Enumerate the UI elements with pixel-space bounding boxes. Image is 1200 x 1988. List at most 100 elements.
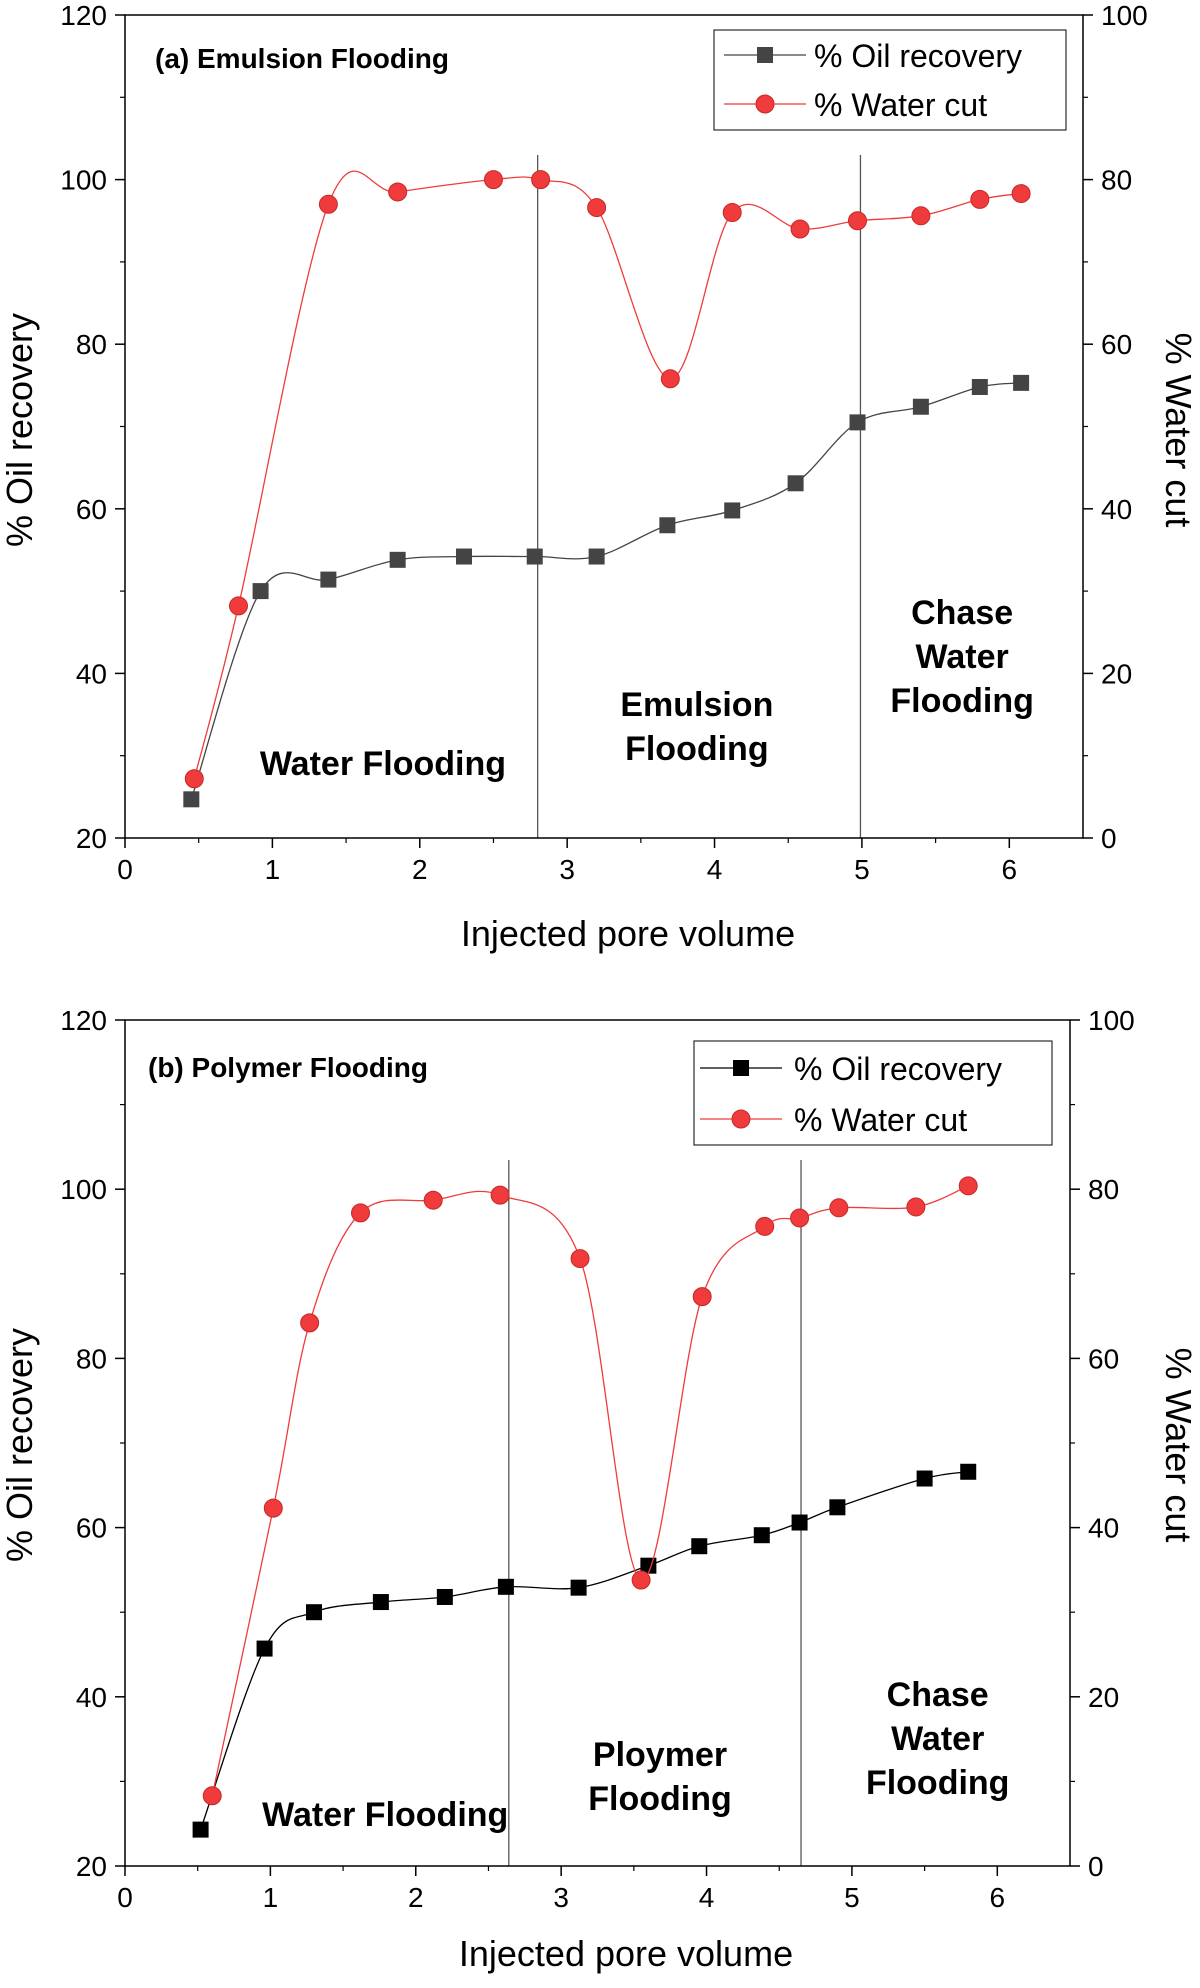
x-tick-label: 0	[117, 1882, 133, 1913]
x-axis-label: Injected pore volume	[461, 913, 795, 954]
water-cut-point	[228, 596, 248, 616]
water-cut-point	[660, 369, 680, 389]
water-cut-point	[587, 198, 607, 218]
water-cut-point	[722, 203, 742, 223]
water-cut-point	[263, 1498, 283, 1518]
stage-label-water: Water Flooding	[262, 1796, 508, 1834]
water-cut-point	[388, 182, 408, 202]
water-cut-point	[531, 170, 551, 190]
oil-recovery-point	[192, 1821, 209, 1838]
y2-axis-label: % Water cut	[1158, 1348, 1199, 1543]
water-cut-point	[318, 194, 338, 214]
oil-recovery-point	[455, 548, 472, 565]
oil-recovery-point	[916, 1470, 933, 1487]
legend: % Oil recovery % Water cut	[693, 1040, 1053, 1146]
y2-tick-label: 80	[1101, 165, 1132, 196]
water-cut-point	[351, 1203, 371, 1223]
x-tick-label: 1	[263, 1882, 279, 1913]
oil-recovery-point	[588, 548, 605, 565]
y-tick-label: 60	[76, 1513, 107, 1544]
legend-oil-marker	[757, 47, 773, 63]
y2-tick-label: 0	[1101, 823, 1117, 854]
y-tick-label: 60	[76, 494, 107, 525]
oil-recovery-point	[659, 517, 676, 534]
water-cut-point	[1011, 184, 1031, 204]
panel-title: (b) Polymer Flooding	[148, 1052, 428, 1083]
y-tick-label: 40	[76, 658, 107, 689]
y2-tick-label: 20	[1088, 1682, 1119, 1713]
water-cut-point	[829, 1198, 849, 1218]
x-tick-label: 5	[844, 1882, 860, 1913]
legend-water-label: % Water cut	[794, 1102, 967, 1138]
water-cut-point	[631, 1570, 651, 1590]
x-tick-label: 6	[990, 1882, 1006, 1913]
y2-tick-label: 40	[1101, 494, 1132, 525]
water-cut-point	[184, 769, 204, 789]
stage-label-polymer: Ploymer Flooding	[588, 1736, 732, 1818]
oil-recovery-point	[306, 1604, 322, 1621]
stage-label-chase: Chase Water Flooding	[866, 1676, 1010, 1802]
water-cut-point	[570, 1249, 590, 1269]
water-cut-point	[423, 1190, 443, 1210]
oil-recovery-point	[183, 791, 200, 808]
legend-oil-label: % Oil recovery	[794, 1051, 1002, 1087]
water-cut-point	[958, 1176, 978, 1196]
water-cut-point	[300, 1313, 320, 1333]
y2-tick-label: 60	[1101, 329, 1132, 360]
panel-emulsion-flooding: 0 1 2 3 4 5 6 20 40 60 80 100 120 0 20 40 60 80 100 Water F…	[0, 0, 1199, 954]
legend-oil-marker	[733, 1060, 749, 1076]
y-tick-label: 80	[76, 329, 107, 360]
y-axis-label: % Oil recovery	[0, 313, 40, 547]
water-cut-point	[483, 170, 503, 190]
y2-axis-label: % Water cut	[1158, 333, 1199, 528]
y2-tick-label: 80	[1088, 1174, 1119, 1205]
oil-recovery-point	[724, 502, 741, 519]
y-tick-label: 100	[60, 1174, 107, 1205]
oil-recovery-point	[526, 548, 543, 565]
oil-recovery-point	[389, 551, 406, 568]
x-tick-label: 6	[1002, 854, 1018, 885]
y2-tick-label: 20	[1101, 658, 1132, 689]
water-cut-point	[755, 1216, 775, 1236]
oil-recovery-point	[829, 1499, 846, 1516]
y-tick-label: 80	[76, 1343, 107, 1374]
x-tick-label: 4	[699, 1882, 715, 1913]
legend-box	[713, 29, 1067, 131]
water-cut-point	[692, 1287, 712, 1307]
water-cut-point	[911, 206, 931, 226]
y-tick-label: 20	[76, 823, 107, 854]
y2-tick-label: 100	[1101, 0, 1148, 31]
stage-label-chase: Chase Water Flooding	[890, 594, 1034, 720]
stage-label-emulsion: Emulsion Flooding	[620, 686, 773, 768]
oil-recovery-point	[960, 1463, 977, 1480]
oil-recovery-point	[497, 1578, 514, 1595]
x-tick-label: 2	[408, 1882, 424, 1913]
oil-recovery-point	[256, 1640, 273, 1657]
y2-tick-label: 60	[1088, 1343, 1119, 1374]
x-tick-label: 1	[265, 854, 281, 885]
oil-recovery-point	[787, 475, 804, 492]
water-cut-point	[490, 1185, 510, 1205]
y-tick-label: 120	[60, 0, 107, 31]
oil-recovery-point	[691, 1538, 708, 1555]
x-axis-label: Injected pore volume	[459, 1933, 793, 1974]
x-tick-label: 5	[854, 854, 870, 885]
legend-box	[693, 1040, 1053, 1146]
legend-water-marker	[731, 1109, 751, 1129]
oil-recovery-point	[436, 1588, 453, 1605]
x-tick-label: 3	[559, 854, 575, 885]
y-tick-label: 120	[60, 1005, 107, 1036]
x-tick-label: 4	[707, 854, 723, 885]
water-cut-point	[848, 211, 868, 231]
oil-recovery-point	[1013, 374, 1030, 391]
panel-title: (a) Emulsion Flooding	[155, 43, 449, 74]
y2-tick-label: 100	[1088, 1005, 1135, 1036]
oil-recovery-point	[849, 414, 866, 431]
water-cut-point	[790, 219, 810, 239]
oil-recovery-point	[791, 1514, 808, 1531]
x-tick-label: 0	[117, 854, 133, 885]
y-axis-label: % Oil recovery	[0, 1328, 40, 1562]
oil-recovery-point	[912, 398, 929, 415]
